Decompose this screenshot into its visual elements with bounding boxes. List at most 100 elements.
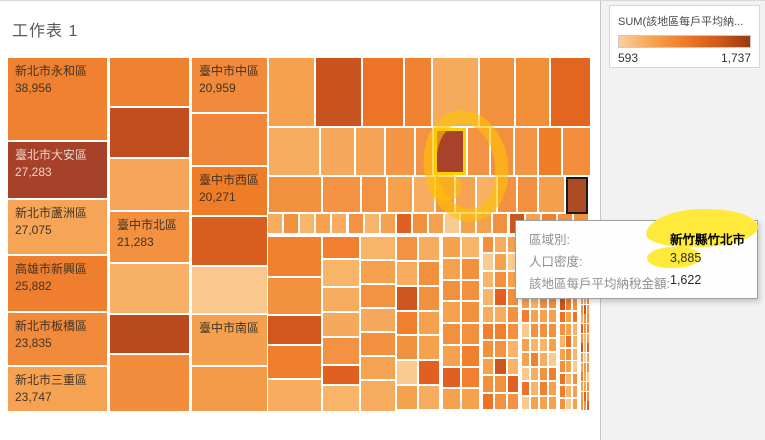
treemap-cell[interactable]: [412, 214, 427, 233]
treemap-cell[interactable]: [549, 324, 556, 337]
treemap-cell[interactable]: [531, 353, 538, 366]
treemap-cell[interactable]: [540, 382, 547, 395]
treemap-cell[interactable]: [462, 302, 479, 323]
treemap-cell[interactable]: [461, 214, 476, 233]
treemap-cell[interactable]: [268, 380, 321, 411]
treemap-cell[interactable]: [540, 367, 547, 380]
treemap-cell[interactable]: [443, 345, 460, 366]
treemap-cell[interactable]: [434, 128, 466, 175]
treemap-cell[interactable]: 臺北市大安區 27,283: [8, 142, 107, 198]
treemap-cell[interactable]: [495, 289, 506, 305]
treemap-cell[interactable]: [361, 261, 395, 283]
treemap-cell[interactable]: [507, 306, 518, 322]
treemap-cell[interactable]: [584, 333, 587, 343]
treemap-cell[interactable]: [560, 386, 565, 397]
treemap-cell[interactable]: [566, 361, 572, 373]
treemap-cell[interactable]: [587, 304, 590, 314]
treemap-cell[interactable]: [495, 306, 506, 322]
treemap-cell[interactable]: [316, 58, 361, 126]
treemap-cell[interactable]: [456, 177, 475, 212]
treemap-cell[interactable]: [483, 306, 494, 322]
treemap-cell[interactable]: [584, 343, 587, 353]
treemap-cell[interactable]: [540, 295, 547, 308]
treemap-cell[interactable]: [507, 393, 518, 409]
treemap-cell[interactable]: [462, 258, 479, 279]
treemap-cell[interactable]: [110, 58, 189, 106]
treemap-cell[interactable]: [587, 401, 590, 411]
treemap-cell[interactable]: 新北市三重區 23,747: [8, 367, 107, 411]
treemap-cell[interactable]: [269, 58, 314, 126]
treemap-cell[interactable]: 臺中市中區 20,959: [192, 58, 267, 112]
treemap-cell[interactable]: [268, 316, 321, 344]
treemap-cell[interactable]: [531, 338, 538, 351]
treemap-cell[interactable]: [397, 237, 417, 260]
treemap-cell[interactable]: [522, 309, 529, 322]
treemap-cell[interactable]: [584, 295, 587, 304]
treemap-cell[interactable]: [549, 353, 556, 366]
treemap-cell[interactable]: [443, 280, 460, 301]
treemap-cell[interactable]: 臺中市北區 21,283: [110, 212, 189, 262]
treemap-cell[interactable]: [436, 177, 454, 212]
treemap-cell[interactable]: [386, 128, 414, 175]
treemap-cell[interactable]: [419, 311, 439, 335]
treemap-cell[interactable]: [477, 214, 492, 233]
treemap-cell[interactable]: [462, 367, 479, 388]
treemap-cell[interactable]: [397, 386, 417, 409]
treemap-cell[interactable]: [483, 271, 494, 288]
treemap-cell[interactable]: [522, 338, 529, 351]
treemap-cell[interactable]: [572, 311, 578, 323]
treemap-cell[interactable]: [268, 237, 321, 276]
treemap-cell[interactable]: [566, 398, 572, 410]
treemap-cell[interactable]: [560, 336, 565, 348]
treemap-cell[interactable]: [443, 367, 460, 388]
treemap-cell[interactable]: [462, 280, 479, 301]
treemap-cell[interactable]: [495, 341, 506, 357]
treemap-cell[interactable]: [581, 304, 584, 314]
treemap-cell[interactable]: [572, 386, 578, 397]
treemap-cell[interactable]: [507, 358, 518, 375]
treemap-cell[interactable]: [581, 314, 584, 324]
treemap-cell[interactable]: [572, 373, 578, 385]
treemap-cell[interactable]: [584, 362, 587, 372]
treemap-cell[interactable]: [507, 254, 518, 270]
treemap-cell[interactable]: [572, 348, 578, 360]
treemap-cell[interactable]: [563, 128, 590, 175]
treemap-cell[interactable]: [498, 177, 516, 212]
treemap-cell[interactable]: 臺中市南區: [192, 315, 267, 365]
treemap-cell[interactable]: [462, 345, 479, 366]
treemap-cell[interactable]: [323, 386, 359, 411]
treemap-cell[interactable]: [268, 214, 283, 233]
treemap-cell[interactable]: [507, 237, 518, 253]
treemap-cell[interactable]: [192, 267, 267, 313]
treemap-cell[interactable]: [348, 214, 363, 233]
treemap-cell[interactable]: [419, 361, 439, 385]
treemap-cell[interactable]: [495, 393, 506, 409]
treemap-cell[interactable]: [560, 311, 565, 323]
treemap-cell[interactable]: [429, 214, 444, 233]
treemap-cell[interactable]: [584, 324, 587, 333]
treemap-cell[interactable]: [581, 333, 584, 343]
treemap-cell[interactable]: [397, 336, 417, 360]
treemap-cell[interactable]: [531, 382, 538, 395]
treemap-cell[interactable]: [549, 295, 556, 308]
treemap-cell[interactable]: [549, 309, 556, 322]
treemap-cell[interactable]: [483, 254, 494, 270]
treemap-cell[interactable]: [495, 324, 506, 340]
treemap-cell[interactable]: [468, 128, 489, 175]
treemap-cell[interactable]: [587, 382, 590, 391]
treemap-cell[interactable]: [416, 128, 432, 175]
treemap-cell[interactable]: [584, 372, 587, 382]
treemap-cell[interactable]: [361, 333, 395, 355]
treemap-cell[interactable]: [110, 315, 189, 353]
treemap-cell[interactable]: [587, 324, 590, 333]
treemap-cell[interactable]: [477, 177, 496, 212]
treemap-cell[interactable]: [361, 381, 395, 411]
treemap-cell[interactable]: [419, 336, 439, 360]
treemap-cell[interactable]: [396, 214, 411, 233]
treemap-cell[interactable]: [507, 289, 518, 305]
treemap-cell[interactable]: [549, 382, 556, 395]
treemap-cell[interactable]: [462, 237, 479, 257]
treemap-cell[interactable]: [587, 391, 590, 401]
treemap-cell[interactable]: 新北市板橋區 23,835: [8, 313, 107, 365]
treemap-cell[interactable]: [483, 341, 494, 357]
